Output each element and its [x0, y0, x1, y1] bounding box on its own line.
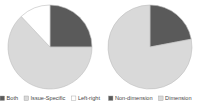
legend-swatch — [159, 96, 164, 101]
legend-label: Issue-Specific — [31, 95, 66, 101]
pie-slice — [21, 5, 50, 47]
legend-swatch — [0, 96, 5, 101]
pie-slice — [108, 5, 192, 89]
chart-root: Both Issue-Specific Left-right Non-dimensio… — [0, 0, 200, 106]
pie-chart: Non-dimension Dimension — [108, 5, 192, 101]
legend-label: Both — [7, 95, 19, 101]
pie-slice — [50, 5, 92, 47]
legend-swatch — [108, 96, 113, 101]
legend: Both Issue-Specific Left-right — [0, 95, 100, 101]
pie-chart: Both Issue-Specific Left-right — [0, 5, 100, 101]
legend-label: Dimension — [165, 95, 191, 101]
legend: Non-dimension Dimension — [108, 95, 191, 101]
legend-swatch — [24, 96, 29, 101]
legend-label: Non-dimension — [115, 95, 153, 101]
legend-label: Left-right — [78, 95, 101, 101]
legend-swatch — [71, 96, 76, 101]
